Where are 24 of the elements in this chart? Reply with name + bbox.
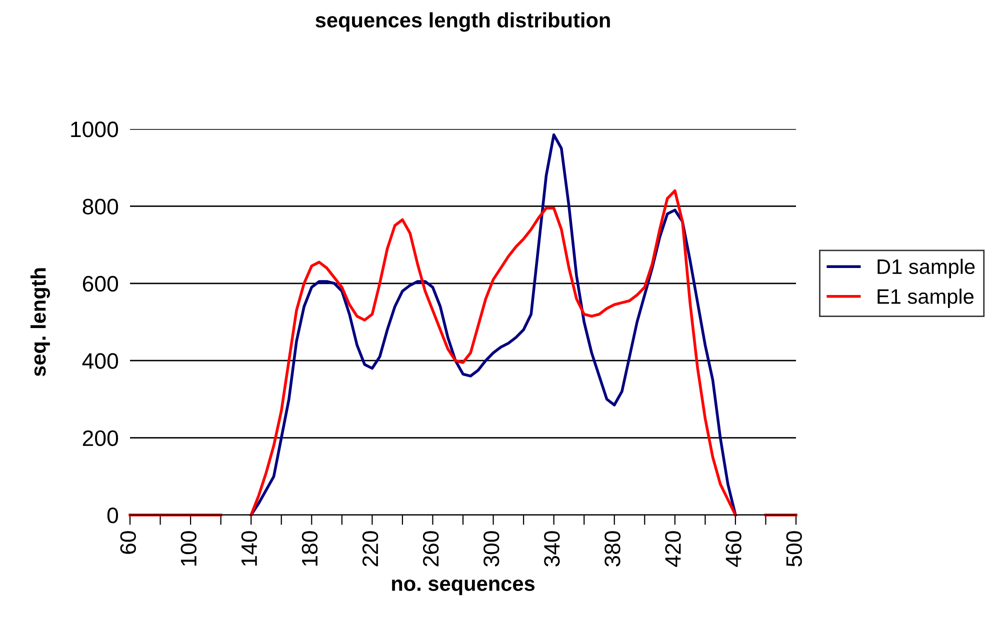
x-tick-label: 180 — [302, 531, 318, 566]
x-tick-label: 340 — [544, 531, 560, 567]
x-tick-label: 140 — [241, 531, 258, 566]
line-series — [250, 133, 737, 516]
x-tick-label: 100 — [180, 531, 197, 566]
y-tick-label: 600 — [82, 276, 118, 292]
x-axis-title: no. sequences — [392, 580, 535, 596]
x-tick-label: 220 — [362, 531, 378, 566]
y-tick-label: 400 — [82, 353, 118, 369]
legend-label: E1 sample — [878, 288, 974, 308]
x-tick-label: 380 — [604, 531, 620, 567]
x-tick-label: 500 — [786, 531, 802, 566]
y-tick-label: 0 — [107, 508, 118, 524]
y-tick-label: 200 — [82, 430, 118, 446]
x-tick-label: 260 — [422, 531, 439, 566]
y-tick-label: 800 — [82, 198, 118, 214]
y-tick-label: 1000 — [71, 122, 118, 138]
x-tick-label: 60 — [120, 531, 136, 554]
chart-title: sequences length distribution — [316, 12, 610, 32]
x-tick-label: 420 — [665, 531, 681, 567]
y-axis-title: seq. length — [30, 268, 50, 376]
x-tick-label: 460 — [726, 531, 742, 567]
legend-label: D1 sample — [878, 258, 975, 278]
x-tick-label: 300 — [484, 531, 500, 567]
